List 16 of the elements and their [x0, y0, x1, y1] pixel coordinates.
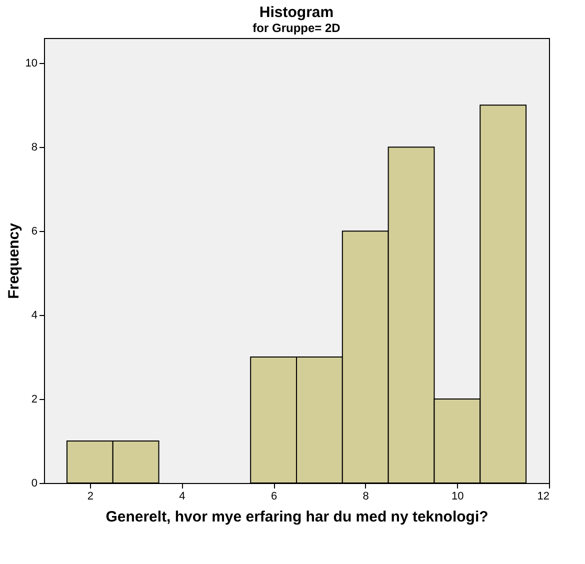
- x-tick-label: 6: [270, 490, 278, 502]
- x-axis-title: Generelt, hvor mye erfaring har du med ny teknologi?: [106, 508, 488, 526]
- y-tick-label: 10: [25, 58, 38, 70]
- x-tick-label: 12: [537, 490, 550, 502]
- x-tick-label: 4: [179, 490, 186, 502]
- y-tick-label: 0: [31, 478, 38, 490]
- x-tick-label: 2: [87, 490, 94, 502]
- chart-subtitle: for Gruppe= 2D: [252, 21, 341, 35]
- x-tick-label: 10: [452, 490, 464, 502]
- y-axis-title: Frequency: [5, 222, 22, 299]
- x-tick-label: 8: [362, 490, 369, 502]
- y-tick-label: 4: [31, 310, 38, 322]
- y-tick-label: 6: [31, 226, 38, 238]
- chart-title: Histogram: [259, 4, 334, 21]
- y-tick-label: 2: [31, 394, 38, 406]
- y-tick-label: 8: [31, 142, 38, 154]
